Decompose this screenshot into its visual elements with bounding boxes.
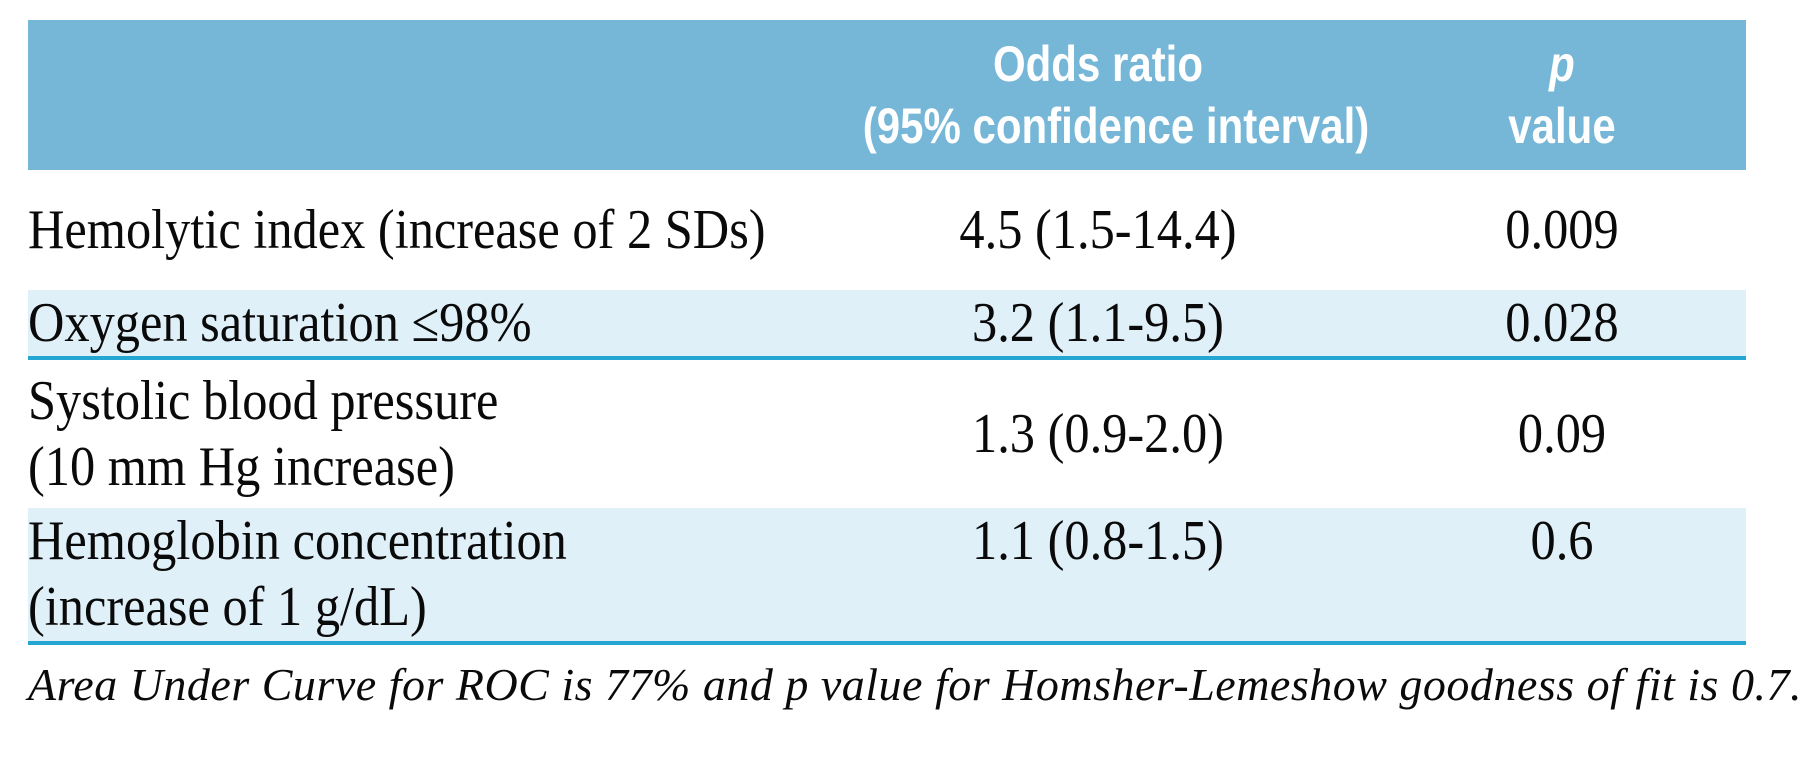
row-p-value: 0.028 (1505, 292, 1619, 354)
table-row-systolic-bp: Systolic blood pressure (10 mm Hg increa… (28, 360, 1746, 508)
table-row-hemoglobin: Hemoglobin concentration (increase of 1 … (28, 508, 1746, 645)
table-footnote: Area Under Curve for ROC is 77% and p va… (28, 659, 1800, 710)
header-odds-ratio: Odds ratio (95% confidence interval) (818, 20, 1378, 170)
row-p-value: 0.009 (1505, 199, 1619, 261)
regression-results-table: Odds ratio (95% confidence interval) p v… (28, 20, 1800, 711)
table-header-row: Odds ratio (95% confidence interval) p v… (28, 20, 1746, 170)
row-odds-ratio: 4.5 (1.5-14.4) (959, 199, 1237, 261)
row-odds-ratio: 3.2 (1.1-9.5) (972, 292, 1224, 354)
header-p-value-line1: p (1549, 36, 1575, 92)
header-p-value: p value (1378, 20, 1746, 170)
header-odds-ratio-line1: Odds ratio (992, 36, 1204, 92)
row-odds-ratio: 1.3 (0.9-2.0) (972, 403, 1224, 465)
header-p-value-line2: value (1508, 98, 1616, 154)
table-row-oxygen-saturation: Oxygen saturation ≤98% 3.2 (1.1-9.5) 0.0… (28, 290, 1746, 360)
header-predictor-column (28, 20, 818, 170)
header-odds-ratio-line2: (95% confidence interval) (862, 98, 1370, 154)
row-p-value: 0.6 (1530, 510, 1594, 572)
row-predictor: Systolic blood pressure (10 mm Hg increa… (28, 370, 499, 498)
row-p-value: 0.09 (1517, 403, 1607, 465)
table-row-hemolytic-index: Hemolytic index (increase of 2 SDs) 4.5 … (28, 170, 1746, 290)
row-predictor: Hemolytic index (increase of 2 SDs) (28, 199, 766, 261)
row-odds-ratio: 1.1 (0.8-1.5) (972, 510, 1224, 572)
row-predictor: Hemoglobin concentration (increase of 1 … (28, 510, 567, 638)
row-predictor: Oxygen saturation ≤98% (28, 292, 532, 354)
